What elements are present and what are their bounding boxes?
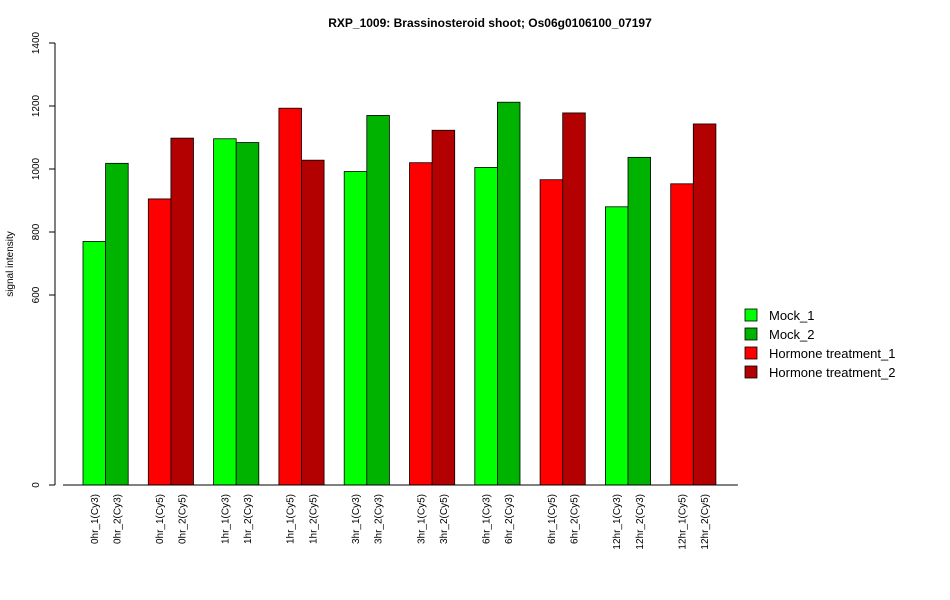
x-tick-label: 0hr_1(Cy5) [155,494,166,544]
bar [366,115,390,486]
bar [562,112,586,486]
bar [343,171,368,486]
x-tick-label: 0hr_2(Cy5) [178,494,189,544]
legend-label: Hormone treatment_2 [769,365,895,380]
x-tick-label: 6hr_1(Cy5) [547,494,558,544]
y-axis-label: signal intensity [5,231,16,297]
bar [301,159,325,486]
bar [278,107,302,486]
x-tick-labels: 0hr_1(Cy3) 0hr_2(Cy3) 0hr_1(Cy5) 0hr_2(Cy5)… [90,494,711,550]
legend-swatch [744,365,758,379]
legend-label: Mock_1 [769,308,815,323]
legend-swatch [744,327,758,341]
y-tick-label: 1200 [31,94,42,117]
x-tick-label: 1hr_1(Cy3) [220,494,231,544]
chart-title: RXP_1009: Brassinosteroid shoot; Os06g01… [328,16,652,30]
bar [213,138,237,486]
x-tick-label: 6hr_2(Cy5) [570,494,581,544]
x-tick-label: 3hr_1(Cy3) [351,494,362,544]
bar [409,162,433,486]
y-tick-label: 800 [31,223,42,240]
x-tick-label: 12hr_1(Cy5) [678,494,689,550]
bar [627,156,652,486]
bar [539,179,564,486]
legend-swatch [744,308,758,322]
x-tick-label: 1hr_2(Cy3) [243,494,254,544]
y-axis: 0 600 800 1000 1200 1400 [31,31,56,488]
x-tick-label: 3hr_2(Cy5) [439,494,450,544]
x-tick-label: 12hr_1(Cy3) [612,494,623,550]
legend-swatch [744,346,758,360]
bar [431,129,456,486]
bar [147,198,172,486]
y-tick-label: 1000 [31,157,42,180]
x-tick-label: 1hr_1(Cy5) [286,494,297,544]
x-tick-label: 6hr_2(Cy3) [504,494,515,544]
bar [692,123,717,486]
x-tick-label: 3hr_1(Cy5) [416,494,427,544]
x-tick-label: 12hr_2(Cy3) [635,494,646,550]
x-tick-label: 0hr_2(Cy3) [112,494,123,544]
bar [82,241,107,486]
bar [105,162,129,486]
bar [605,206,629,486]
bar [235,142,260,486]
y-tick-label: 0 [31,482,42,488]
bar [170,137,194,486]
bars [82,101,717,486]
x-tick-label: 12hr_2(Cy5) [700,494,711,550]
bar [474,167,498,486]
legend: Mock_1 Mock_2 Hormone treatment_1 Hormone t… [744,308,895,380]
x-tick-label: 3hr_2(Cy3) [374,494,385,544]
y-tick-label: 1400 [31,31,42,54]
bar [496,101,521,486]
x-tick-label: 1hr_2(Cy5) [308,494,319,544]
y-tick-label: 600 [31,286,42,303]
bar [670,183,694,486]
legend-label: Hormone treatment_1 [769,346,895,361]
x-tick-label: 6hr_1(Cy3) [482,494,493,544]
legend-label: Mock_2 [769,327,815,342]
x-tick-label: 0hr_1(Cy3) [90,494,101,544]
